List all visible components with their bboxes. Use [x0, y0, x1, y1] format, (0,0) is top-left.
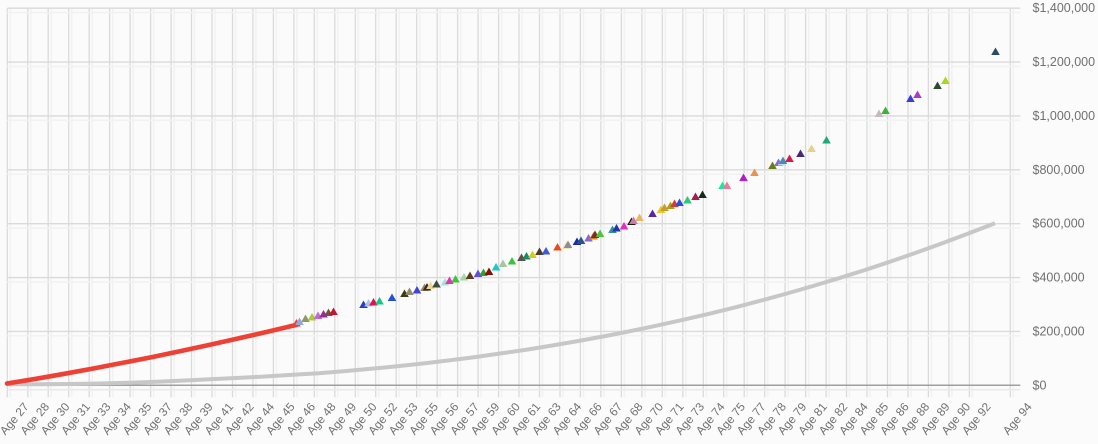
svg-text:$1,400,000: $1,400,000: [1033, 1, 1096, 15]
svg-text:$800,000: $800,000: [1033, 163, 1085, 177]
svg-text:$200,000: $200,000: [1033, 324, 1085, 338]
svg-text:$400,000: $400,000: [1033, 271, 1085, 285]
svg-text:$600,000: $600,000: [1033, 217, 1085, 231]
svg-text:$1,200,000: $1,200,000: [1033, 55, 1096, 69]
svg-text:$1,000,000: $1,000,000: [1033, 109, 1096, 123]
svg-text:$0: $0: [1033, 378, 1047, 392]
